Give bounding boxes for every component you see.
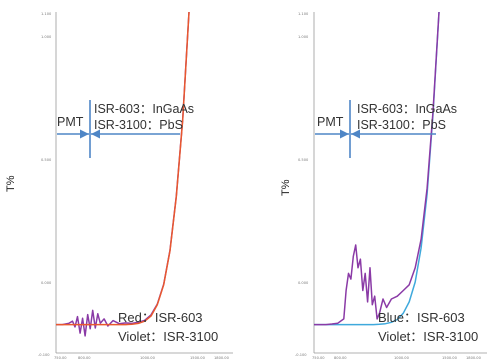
- y-axis-label: T%: [280, 179, 292, 196]
- y-tick-label: 1.000: [298, 35, 309, 39]
- chart-right: 1.100 1.000 0.500 0.000 -0.100 750.00 80…: [280, 11, 487, 360]
- pmt-label: PMT: [57, 115, 84, 129]
- x-tick-label: 800.00: [334, 356, 347, 360]
- x-tick-label: 1800.00: [214, 356, 230, 360]
- y-tick-label: 0.500: [298, 158, 309, 162]
- x-tick-label: 750.00: [312, 356, 325, 360]
- series-line-isr-3100: [56, 11, 190, 337]
- detector-label-1: ISR-603：InGaAs: [94, 102, 194, 116]
- arrow-left-head: [340, 129, 349, 139]
- legend-entry: Blue：ISR-603: [378, 310, 465, 325]
- arrow-right-head: [91, 129, 100, 139]
- arrow-left-head: [80, 129, 89, 139]
- x-tick-label: 1500.00: [190, 356, 206, 360]
- chart-left: 1.100 1.000 0.500 0.000 -0.100 750.00 80…: [5, 11, 233, 360]
- x-tick-label: 1000.00: [140, 356, 156, 360]
- series-line-isr-603: [56, 11, 190, 326]
- x-tick-label: 1500.00: [442, 356, 458, 360]
- plot-area: [56, 11, 190, 337]
- y-tick-label: 1.100: [41, 12, 52, 16]
- legend-entry: Violet：ISR-3100: [118, 329, 218, 344]
- legend-entry: Violet：ISR-3100: [378, 329, 478, 344]
- x-tick-label: 750.00: [54, 356, 67, 360]
- arrow-right-head: [351, 129, 360, 139]
- range-annotation: PMT ISR-603：InGaAs ISR-3100：PbS: [57, 100, 194, 158]
- x-tick-label: 800.00: [78, 356, 91, 360]
- pmt-label: PMT: [317, 115, 344, 129]
- y-tick-label: 1.000: [41, 35, 52, 39]
- detector-label-2: ISR-3100：PbS: [357, 118, 446, 132]
- x-tick-label: 1000.00: [394, 356, 410, 360]
- y-tick-label: -0.100: [38, 353, 50, 357]
- y-tick-label: 1.100: [298, 12, 309, 16]
- detector-label-1: ISR-603：InGaAs: [357, 102, 457, 116]
- y-tick-label: 0.500: [41, 158, 52, 162]
- y-tick-label: 0.000: [41, 281, 52, 285]
- detector-label-2: ISR-3100：PbS: [94, 118, 183, 132]
- y-tick-label: -0.100: [295, 353, 307, 357]
- range-annotation: PMT ISR-603：InGaAs ISR-3100：PbS: [315, 100, 457, 158]
- legend-entry: Red：ISR-603: [118, 310, 203, 325]
- x-tick-label: 1800.00: [466, 356, 482, 360]
- y-axis-label: T%: [5, 175, 17, 192]
- y-tick-label: 0.000: [298, 281, 309, 285]
- series-line-isr-3100: [314, 11, 440, 326]
- plot-area: [314, 11, 440, 326]
- series-line-isr-603: [314, 11, 440, 326]
